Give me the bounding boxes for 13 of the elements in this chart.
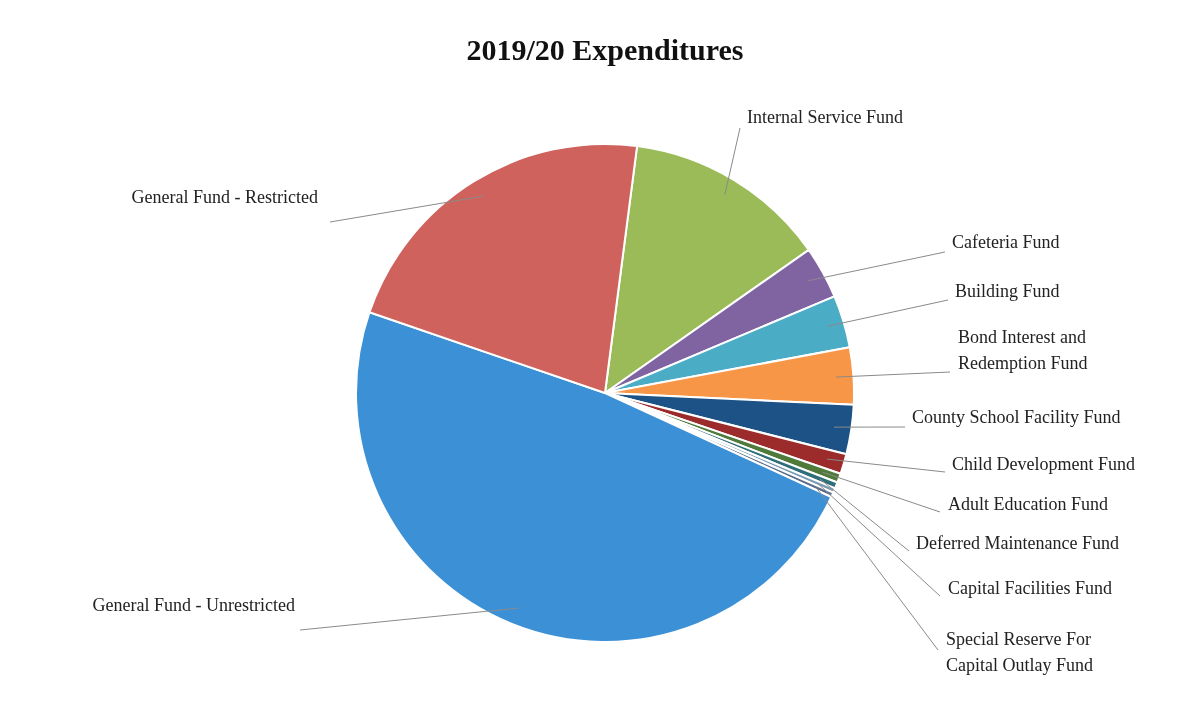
slice-label: Capital Facilities Fund (948, 577, 1112, 598)
slice-label: Building Fund (955, 280, 1060, 301)
chart-title: 2019/20 Expenditures (466, 32, 744, 66)
slice-label: Bond Interest and Redemption Fund (958, 326, 1088, 373)
slice-label: General Fund - Unrestricted (92, 594, 295, 615)
slice-label: County School Facility Fund (912, 406, 1121, 427)
slice-label: Adult Education Fund (948, 493, 1108, 514)
slice-label: Special Reserve For Capital Outlay Fund (946, 628, 1093, 675)
slice-label: Cafeteria Fund (952, 231, 1060, 252)
slice-label: General Fund - Restricted (131, 186, 318, 207)
slice-label: Child Development Fund (952, 453, 1135, 474)
slice-label: Deferred Maintenance Fund (916, 532, 1119, 553)
slice-label: Internal Service Fund (747, 106, 903, 127)
